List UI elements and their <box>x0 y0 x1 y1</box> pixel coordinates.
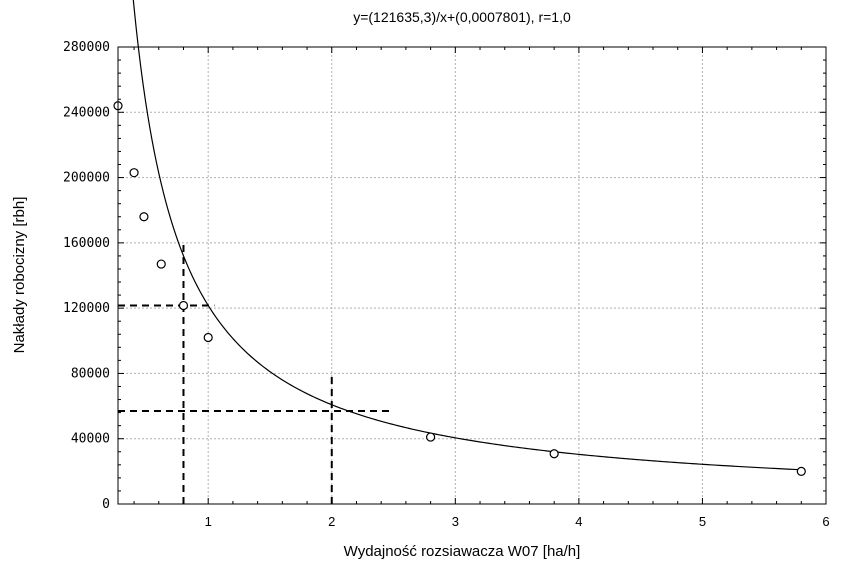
data-point <box>139 212 149 222</box>
grid-layer <box>118 47 826 504</box>
y-tick-labels: 0 40000 80000 120000 160000 200000 240000 28000… <box>63 40 110 512</box>
x-tick-label: 6 <box>822 514 829 529</box>
y-tick-label: 240000 <box>63 105 110 120</box>
data-point <box>156 259 166 269</box>
data-points <box>113 101 806 476</box>
y-tick-label: 0 <box>102 497 110 512</box>
data-point <box>203 332 213 343</box>
x-axis-label: Wydajność rozsiawacza W07 [ha/h] <box>344 543 581 560</box>
data-point <box>178 300 189 311</box>
y-axis-label: Nakłady robocizny [rbh] <box>11 197 28 354</box>
x-tick-label: 3 <box>452 514 459 529</box>
x-tick-label: 4 <box>575 514 582 529</box>
x-tick-label: 1 <box>205 514 212 529</box>
data-point <box>426 432 436 442</box>
y-tick-label: 40000 <box>71 432 110 447</box>
chart-title: y=(121635,3)/x+(0,0007801), r=1,0 <box>353 9 571 25</box>
plot-frame <box>117 46 827 505</box>
y-tick-label: 160000 <box>63 236 110 251</box>
y-tick-label: 280000 <box>63 40 110 55</box>
ticks <box>118 46 827 505</box>
y-tick-label: 120000 <box>63 301 110 316</box>
data-point <box>796 466 806 476</box>
x-tick-label: 2 <box>328 514 335 529</box>
y-tick-label: 80000 <box>71 366 110 381</box>
x-tick-label: 5 <box>699 514 706 529</box>
fitted-curve <box>132 0 802 471</box>
data-point <box>549 449 559 459</box>
y-tick-label: 200000 <box>63 171 110 186</box>
x-tick-labels: 1 2 3 4 5 6 <box>205 514 830 529</box>
data-point <box>129 168 139 178</box>
